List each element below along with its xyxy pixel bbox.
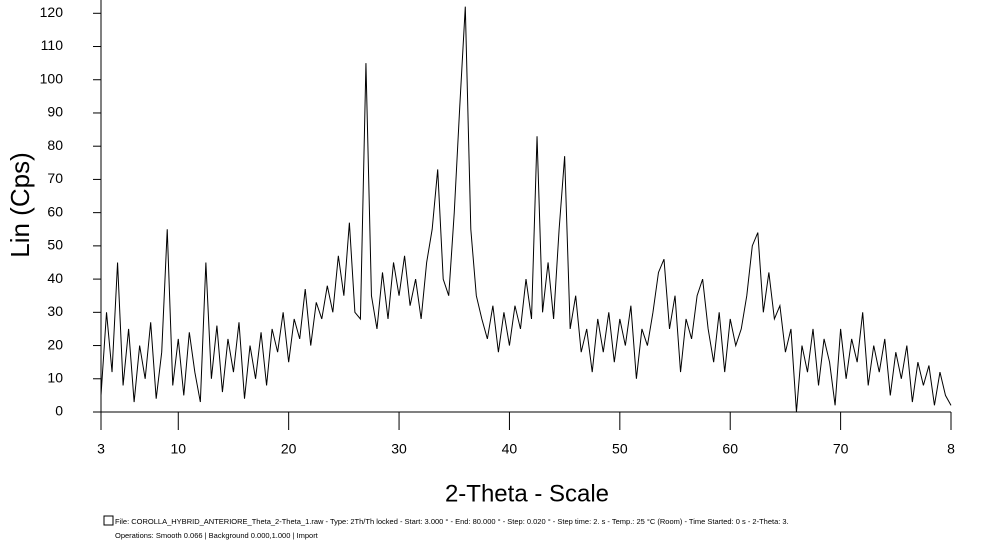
footer-line: Operations: Smooth 0.066 | Background 0.… — [115, 531, 319, 540]
x-tick-label: 40 — [502, 441, 518, 457]
y-tick-label: 30 — [47, 303, 63, 319]
y-tick-label: 90 — [47, 104, 63, 120]
y-tick-label: 120 — [40, 4, 64, 20]
y-tick-label: 110 — [41, 37, 64, 53]
y-tick-label: 80 — [47, 137, 63, 153]
y-tick-label: 50 — [47, 237, 63, 253]
x-axis-title: 2-Theta - Scale — [445, 480, 609, 507]
y-tick-label: 10 — [47, 369, 63, 385]
x-tick-label: 50 — [612, 441, 628, 457]
footer-icon — [103, 515, 114, 526]
x-tick-label: 10 — [170, 441, 186, 457]
x-tick-label: 20 — [281, 441, 297, 457]
x-tick-label: 8 — [947, 441, 955, 457]
x-tick-label: 70 — [833, 441, 849, 457]
y-tick-label: 0 — [55, 403, 63, 419]
y-axis-title: Lin (Cps) — [5, 152, 35, 257]
data-line — [100, 6, 952, 413]
x-tick-label: 60 — [722, 441, 738, 457]
x-tick-label: 30 — [391, 441, 407, 457]
y-tick-label: 60 — [47, 203, 63, 219]
y-tick-label: 40 — [47, 270, 63, 286]
footer-line: File: COROLLA_HYBRID_ANTERIORE_Theta_2-T… — [115, 517, 789, 526]
y-tick-label: 100 — [40, 70, 64, 86]
y-tick-label: 20 — [47, 336, 63, 352]
y-tick-label: 70 — [47, 170, 63, 186]
x-tick-label: 3 — [97, 441, 105, 457]
